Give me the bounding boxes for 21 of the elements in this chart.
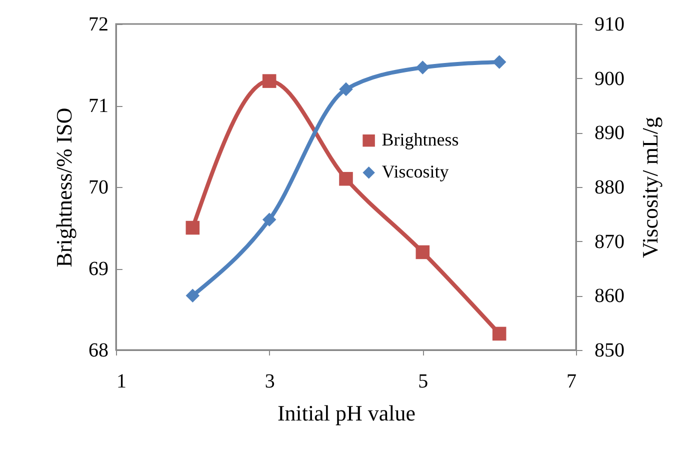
y2-tick-label: 850 (594, 340, 624, 362)
legend-label: Brightness (382, 130, 459, 150)
y2-tick-label: 860 (594, 285, 624, 308)
legend-label: Viscosity (382, 162, 449, 182)
y-tick-label: 69 (88, 258, 108, 280)
y-tick-label: 68 (88, 340, 108, 362)
y2-tick-label: 900 (594, 68, 624, 90)
y-tick-label: 72 (88, 14, 108, 36)
x-tick-label: 7 (566, 370, 576, 392)
y-tick-label: 70 (88, 176, 108, 198)
y-tick-label: 71 (88, 95, 108, 117)
y2-tick-label: 910 (594, 14, 624, 36)
y2-tick-label: 870 (594, 230, 624, 253)
x-tick-label: 1 (116, 370, 126, 392)
y2-tick-label: 880 (594, 176, 624, 198)
y-axis-title: Brightness/% ISO (52, 108, 76, 268)
y2-tick-label: 890 (594, 122, 624, 144)
y2-axis-title: Viscosity/ mL/g (638, 116, 662, 258)
x-tick-label: 3 (264, 370, 275, 392)
x-tick-label: 5 (418, 370, 428, 392)
x-axis-title: Initial pH value (277, 400, 416, 426)
